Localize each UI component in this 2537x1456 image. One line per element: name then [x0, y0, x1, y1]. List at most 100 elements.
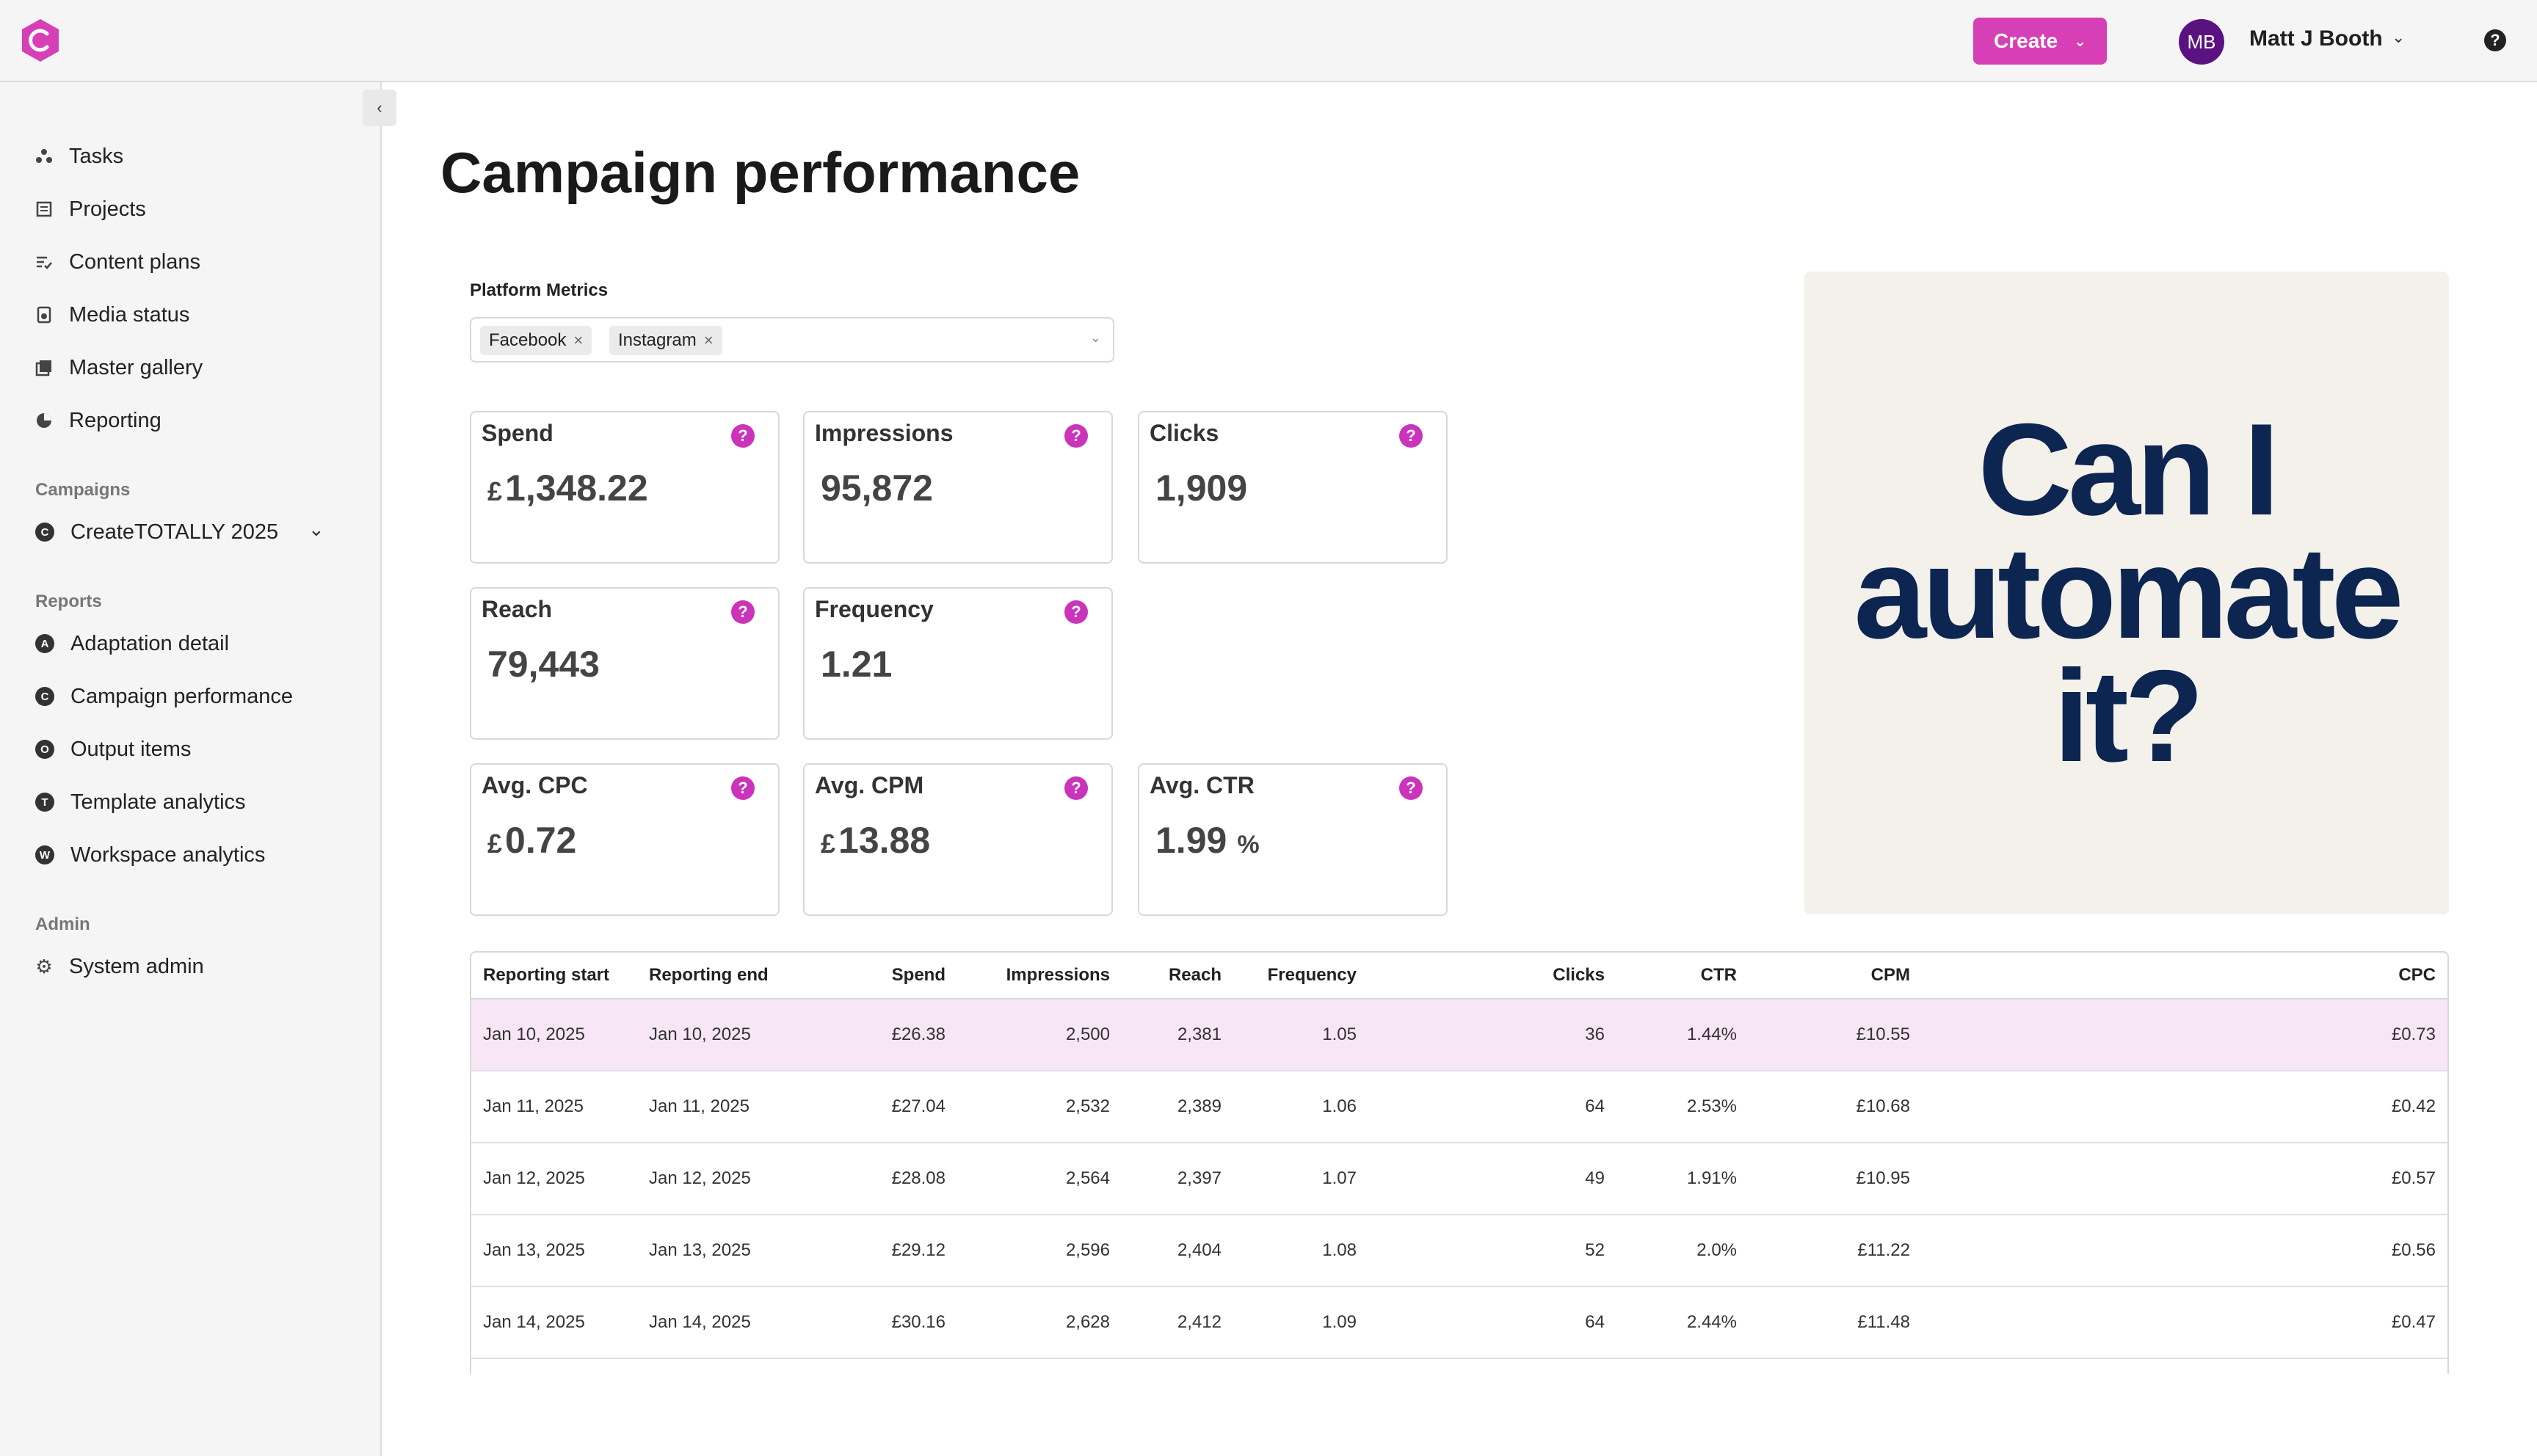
content-plans-icon: [35, 253, 53, 271]
column-header[interactable]: Reporting start: [471, 953, 637, 1000]
help-icon[interactable]: ?: [1399, 424, 1423, 448]
report-letter-icon: O: [35, 740, 54, 759]
table-cell: £11.22: [1749, 1215, 1922, 1287]
avatar[interactable]: MB: [2179, 19, 2224, 65]
app-logo-icon[interactable]: [18, 18, 63, 63]
sidebar-item-campaign[interactable]: C CreateTOTALLY 2025: [35, 514, 278, 550]
help-icon[interactable]: ?: [2484, 29, 2506, 51]
column-header[interactable]: Frequency: [1233, 953, 1368, 1000]
projects-icon: [35, 200, 53, 218]
table-cell: £27.04: [803, 1071, 957, 1143]
tasks-icon: [35, 148, 53, 165]
chevron-down-icon[interactable]: ⌄: [308, 518, 324, 540]
platform-metrics-label: Platform Metrics: [470, 280, 609, 300]
table-cell: £0.73: [1922, 999, 2447, 1071]
table-row[interactable]: Jan 14, 2025 Jan 14, 2025 £30.16 2,628 2…: [471, 1286, 2447, 1359]
user-name[interactable]: Matt J Booth: [2249, 26, 2383, 51]
currency-symbol: £: [487, 829, 503, 859]
sidebar-item-output-items[interactable]: O Output items: [35, 731, 191, 768]
help-icon[interactable]: ?: [1064, 424, 1088, 448]
table-cell: 2,381: [1122, 999, 1233, 1071]
help-icon[interactable]: ?: [731, 424, 755, 448]
sidebar-item-projects[interactable]: Projects: [35, 191, 146, 228]
table-cell: 1.08: [1233, 1215, 1368, 1287]
help-icon[interactable]: ?: [731, 600, 755, 624]
campaign-letter-icon: C: [35, 523, 54, 542]
column-header[interactable]: CPC: [1922, 953, 2447, 1000]
report-letter-icon: T: [35, 793, 54, 812]
metric-value: 1.21: [821, 643, 892, 685]
reporting-icon: [35, 412, 53, 429]
help-icon[interactable]: ?: [731, 776, 755, 800]
table-cell: 64: [1368, 1071, 1616, 1143]
help-icon[interactable]: ?: [1399, 776, 1423, 800]
sidebar-item-label: Template analytics: [70, 790, 246, 814]
sidebar: [0, 82, 382, 1456]
column-header[interactable]: Reporting end: [637, 953, 803, 1000]
column-header[interactable]: Spend: [803, 953, 957, 1000]
platform-metrics-select[interactable]: Facebook × Instagram × ⌄: [470, 317, 1114, 363]
table-cell: 2,412: [1122, 1286, 1233, 1359]
sidebar-item-master-gallery[interactable]: Master gallery: [35, 349, 203, 386]
create-button-label: Create: [1994, 29, 2058, 52]
help-icon[interactable]: ?: [1064, 776, 1088, 800]
report-letter-icon: A: [35, 634, 54, 653]
top-bar: Create ⌄ MB Matt J Booth ⌄ ?: [0, 0, 2537, 82]
metric-number: 0.72: [505, 820, 577, 861]
table-cell: 49: [1368, 1143, 1616, 1215]
table-cell: Jan 12, 2025: [471, 1143, 637, 1215]
chevron-down-icon[interactable]: ⌄: [2392, 28, 2406, 46]
platform-chip-facebook[interactable]: Facebook ×: [480, 326, 592, 355]
table-row[interactable]: Jan 13, 2025 Jan 13, 2025 £29.12 2,596 2…: [471, 1215, 2447, 1287]
avatar-initials: MB: [2187, 30, 2216, 53]
sidebar-item-adaptation-detail[interactable]: A Adaptation detail: [35, 625, 229, 662]
table-row[interactable]: Jan 11, 2025 Jan 11, 2025 £27.04 2,532 2…: [471, 1071, 2447, 1143]
table-cell: £0.42: [1922, 1071, 2447, 1143]
sidebar-item-reporting[interactable]: Reporting: [35, 402, 161, 439]
section-label-admin: Admin: [35, 914, 90, 934]
sidebar-item-campaign-performance[interactable]: C Campaign performance: [35, 678, 293, 715]
table-cell: £0.56: [1922, 1215, 2447, 1287]
sidebar-item-media-status[interactable]: Media status: [35, 296, 189, 333]
column-header[interactable]: CPM: [1749, 953, 1922, 1000]
column-header[interactable]: Reach: [1122, 953, 1233, 1000]
sidebar-item-label: Adaptation detail: [70, 631, 230, 655]
report-letter-icon: C: [35, 687, 54, 706]
sidebar-item-label: Projects: [69, 197, 146, 221]
sidebar-item-template-analytics[interactable]: T Template analytics: [35, 784, 246, 820]
sidebar-item-system-admin[interactable]: ⚙ System admin: [35, 948, 203, 985]
column-header[interactable]: Clicks: [1368, 953, 1616, 1000]
metric-card-spend: Spend ? £ 1,348.22: [470, 411, 780, 564]
table-row[interactable]: Jan 10, 2025 Jan 10, 2025 £26.38 2,500 2…: [471, 999, 2447, 1071]
chevron-down-icon[interactable]: ⌄: [1089, 330, 1101, 345]
metric-card-avg-ctr: Avg. CTR ? 1.99 %: [1138, 763, 1448, 916]
sidebar-item-label: Tasks: [69, 144, 124, 168]
help-icon[interactable]: ?: [1064, 600, 1088, 624]
table-row[interactable]: Jan 12, 2025 Jan 12, 2025 £28.08 2,564 2…: [471, 1143, 2447, 1215]
gallery-icon: [35, 359, 53, 376]
platform-chip-instagram[interactable]: Instagram ×: [609, 326, 722, 355]
metric-card-impressions: Impressions ? 95,872: [803, 411, 1113, 564]
gear-icon: ⚙: [35, 955, 53, 978]
table-cell: 1.09: [1233, 1286, 1368, 1359]
remove-chip-icon[interactable]: ×: [703, 331, 714, 349]
table-cell: 64: [1368, 1286, 1616, 1359]
metric-title: Avg. CPC: [482, 772, 588, 798]
chip-label: Instagram: [618, 330, 697, 350]
table-cell: £10.95: [1749, 1143, 1922, 1215]
column-header[interactable]: Impressions: [957, 953, 1122, 1000]
sidebar-item-tasks[interactable]: Tasks: [35, 138, 123, 175]
table-cell: 2,397: [1122, 1143, 1233, 1215]
collapse-sidebar-button[interactable]: ‹: [363, 90, 396, 126]
column-header[interactable]: CTR: [1616, 953, 1749, 1000]
percent-symbol: %: [1237, 831, 1260, 859]
sidebar-item-workspace-analytics[interactable]: W Workspace analytics: [35, 837, 265, 873]
metric-number: 1.21: [821, 644, 893, 685]
table-cell: 2.44%: [1616, 1286, 1749, 1359]
table-cell: Jan 11, 2025: [637, 1071, 803, 1143]
table-cell: 36: [1368, 999, 1616, 1071]
sidebar-item-label: Content plans: [69, 250, 200, 274]
sidebar-item-content-plans[interactable]: Content plans: [35, 244, 200, 280]
create-button[interactable]: Create ⌄: [1973, 18, 2107, 65]
remove-chip-icon[interactable]: ×: [573, 331, 584, 349]
